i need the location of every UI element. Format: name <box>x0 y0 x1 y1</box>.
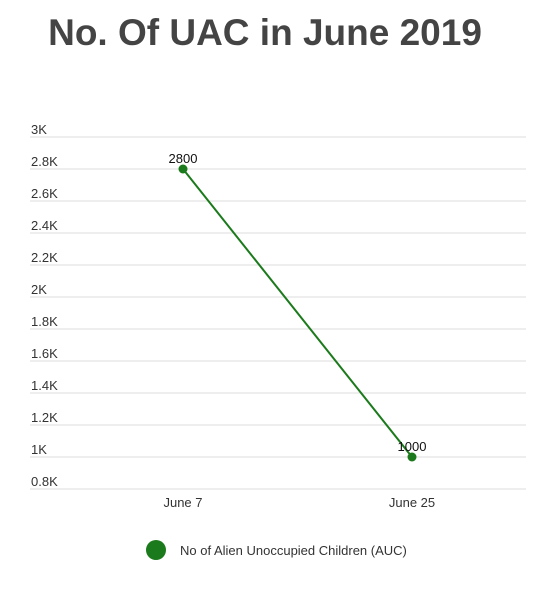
y-tick-label: 1.6K <box>31 346 58 361</box>
data-label: 1000 <box>398 439 427 454</box>
x-tick-label: June 7 <box>163 495 202 510</box>
legend-swatch <box>146 540 166 560</box>
y-tick-label: 2K <box>31 282 47 297</box>
y-tick-label: 2.8K <box>31 154 58 169</box>
y-tick-label: 1.8K <box>31 314 58 329</box>
y-tick-label: 0.8K <box>31 474 58 489</box>
data-point <box>178 164 188 174</box>
chart-legend[interactable]: No of Alien Unoccupied Children (AUC) <box>146 540 407 560</box>
data-label: 2800 <box>169 151 198 166</box>
data-point <box>407 452 417 462</box>
y-tick-label: 1K <box>31 442 47 457</box>
series-line <box>182 168 413 458</box>
legend-label: No of Alien Unoccupied Children (AUC) <box>180 542 407 558</box>
line-chart: 0.8K 1K 1.2K 1.4K 1.6K 1.8K 2K 2.2K 2.4K 2.6K 2.8K… <box>30 122 526 510</box>
y-tick-label: 3K <box>31 122 47 137</box>
y-tick-label: 2.6K <box>31 186 58 201</box>
y-tick-label: 2.4K <box>31 218 58 233</box>
y-tick-label: 1.2K <box>31 410 58 425</box>
chart-title: No. Of UAC in June 2019 <box>48 12 482 53</box>
y-tick-label: 2.2K <box>31 250 58 265</box>
y-tick-label: 1.4K <box>31 378 58 393</box>
x-tick-label: June 25 <box>389 495 435 510</box>
